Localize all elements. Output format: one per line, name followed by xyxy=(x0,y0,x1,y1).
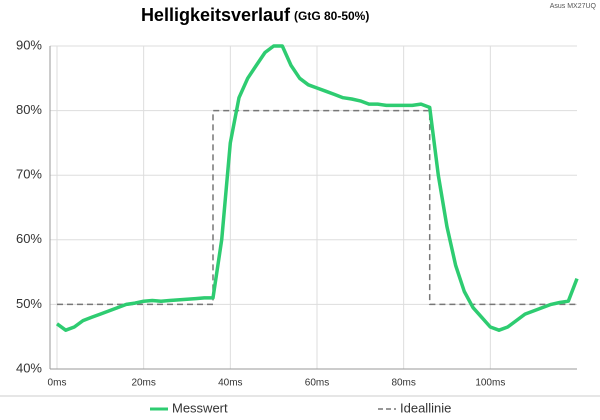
y-tick-label: 80% xyxy=(16,102,42,117)
x-tick-label: 20ms xyxy=(131,378,155,389)
y-tick-label: 70% xyxy=(16,167,42,182)
y-tick-label: 50% xyxy=(16,296,42,311)
series-line xyxy=(57,109,577,306)
x-tick-label: 40ms xyxy=(218,378,242,389)
legend-label: Messwert xyxy=(172,400,228,415)
series-line xyxy=(55,44,579,332)
x-tick-label: 100ms xyxy=(475,378,505,389)
x-tick-label: 80ms xyxy=(391,378,415,389)
y-tick-label: 90% xyxy=(16,37,42,52)
legend-label: Ideallinie xyxy=(400,400,451,415)
chart-title: Helligkeitsverlauf xyxy=(141,5,291,25)
x-tick-label: 60ms xyxy=(305,378,329,389)
annotation: Asus MX27UQ xyxy=(550,3,597,10)
plot-area xyxy=(50,46,577,369)
y-tick-label: 60% xyxy=(16,231,42,246)
chart-subtitle: (GtG 80-50%) xyxy=(294,9,369,23)
x-tick-label: 0ms xyxy=(48,378,67,389)
y-tick-label: 40% xyxy=(16,360,42,375)
